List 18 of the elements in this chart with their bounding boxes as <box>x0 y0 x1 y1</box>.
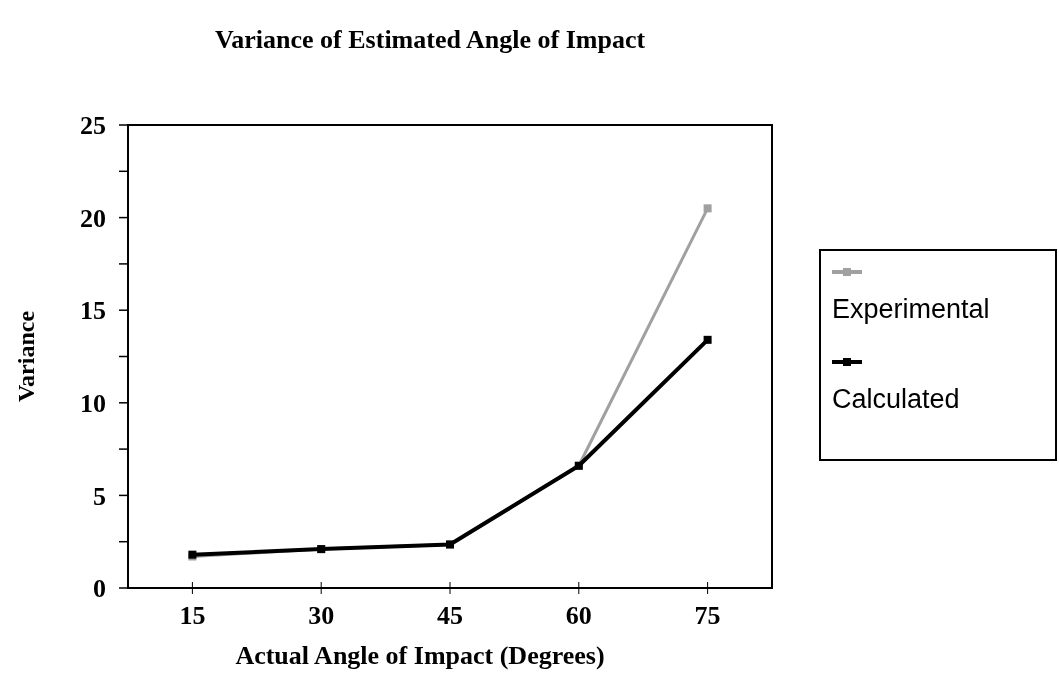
x-tick-label: 15 <box>179 601 206 630</box>
chart-title: Variance of Estimated Angle of Impact <box>214 25 646 54</box>
x-axis-title: Actual Angle of Impact (Degrees) <box>235 641 605 670</box>
point <box>703 204 712 213</box>
x-tick-label: 75 <box>694 601 721 630</box>
x-tick-label: 60 <box>565 601 592 630</box>
point <box>703 335 712 344</box>
x-tick-label: 30 <box>308 601 335 630</box>
y-tick-label: 25 <box>80 111 106 141</box>
legend-label: Calculated <box>832 384 960 414</box>
legend-label: Experimental <box>832 294 990 324</box>
y-tick-label: 15 <box>80 296 106 326</box>
y-tick-label: 20 <box>80 203 106 233</box>
y-tick-label: 0 <box>93 574 106 604</box>
y-tick-label: 10 <box>80 388 106 418</box>
x-tick-label: 45 <box>437 601 463 630</box>
y-tick-label: 5 <box>93 481 106 511</box>
y-axis-title: Variance <box>13 310 39 403</box>
